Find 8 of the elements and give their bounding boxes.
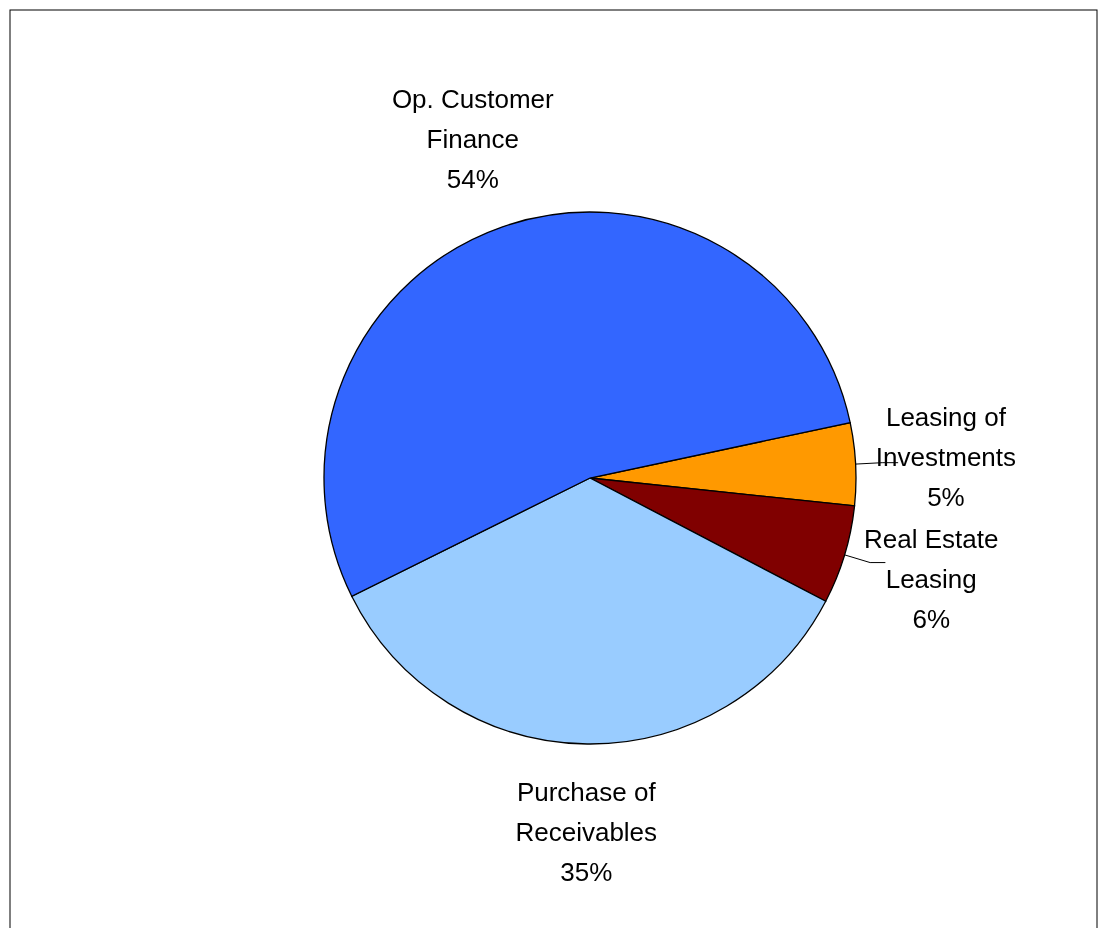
data-label: 54% bbox=[446, 164, 499, 195]
slice-label: Op. Customer Finance bbox=[391, 84, 555, 155]
slice-label: Leasing of Investments bbox=[875, 402, 1017, 473]
slice-label: Purchase of Receivables bbox=[515, 777, 658, 848]
data-label: 5% bbox=[927, 482, 965, 513]
data-label: 35% bbox=[560, 857, 613, 888]
data-label: 6% bbox=[912, 603, 951, 634]
slice-label: Real Estate Leasing bbox=[864, 523, 999, 594]
